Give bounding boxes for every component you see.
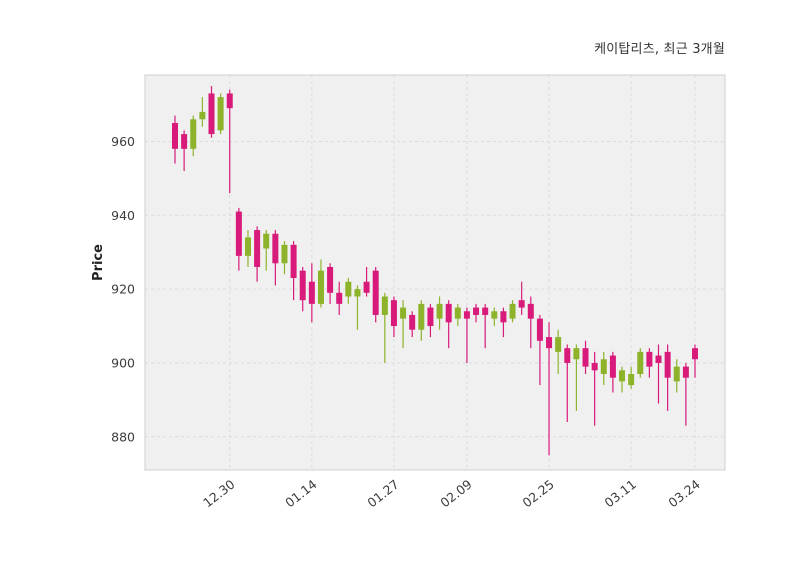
candle-body — [281, 244, 288, 264]
candle-body — [628, 374, 635, 386]
candle-body — [263, 233, 270, 249]
candle-body — [290, 244, 297, 279]
candle-body — [646, 351, 653, 367]
candle-body — [390, 300, 397, 327]
candle-body — [600, 359, 607, 375]
candle-body — [226, 93, 233, 109]
candle-body — [327, 266, 334, 293]
candle-body — [427, 307, 434, 327]
candle-body — [317, 270, 324, 304]
x-tick-label: 02.25 — [519, 477, 556, 511]
x-tick-label: 03.11 — [602, 477, 639, 511]
y-tick-label: 940 — [111, 208, 135, 223]
candle-body — [619, 370, 626, 382]
candle-body — [546, 337, 553, 349]
candle-body — [436, 303, 443, 319]
y-axis-label: Price — [90, 244, 106, 281]
candle-body — [409, 314, 416, 330]
candle-body — [573, 348, 580, 360]
candle-body — [372, 270, 379, 315]
candle-body — [418, 303, 425, 330]
candle-body — [536, 318, 543, 341]
candle-body — [190, 119, 197, 149]
candle-body — [509, 303, 516, 319]
y-tick-label: 920 — [111, 282, 135, 297]
candle-body — [491, 311, 498, 319]
candle-body — [244, 237, 251, 256]
candle-body — [637, 351, 644, 375]
candle-body — [591, 362, 598, 371]
candle-body — [345, 281, 352, 297]
candle-body — [582, 348, 589, 367]
candle-body — [482, 307, 489, 315]
candle-body — [208, 93, 215, 135]
y-tick-label: 960 — [111, 134, 135, 149]
candle-body — [217, 97, 224, 131]
x-tick-label: 02.09 — [437, 477, 474, 511]
candle-body — [354, 289, 361, 297]
candle-body — [518, 300, 525, 308]
candle-body — [692, 348, 698, 360]
candle-body — [673, 366, 680, 382]
candle-body — [500, 311, 507, 323]
x-tick-label: 01.27 — [364, 477, 401, 511]
candle-body — [664, 351, 671, 378]
candle-body — [363, 281, 370, 293]
candle-body — [199, 111, 206, 120]
candle-body — [172, 122, 178, 149]
y-tick-label: 880 — [111, 429, 135, 444]
candle-body — [609, 355, 616, 378]
chart-title: 케이탑리츠, 최근 3개월 — [594, 42, 725, 57]
x-tick-label: 03.24 — [665, 477, 702, 511]
candle-body — [235, 211, 242, 256]
candle-body — [308, 281, 315, 304]
candle-body — [336, 292, 343, 304]
plot-border — [144, 74, 726, 471]
candle-body — [655, 355, 662, 363]
x-tick-label: 12.30 — [200, 477, 237, 511]
candle-body — [564, 348, 571, 363]
candle-body — [463, 311, 470, 319]
candle-body — [682, 366, 689, 378]
candle-body — [454, 307, 461, 319]
x-tick-label: 01.14 — [282, 477, 319, 511]
candle-body — [254, 230, 261, 267]
candle-body — [299, 270, 306, 301]
candle-body — [400, 307, 407, 319]
candle-body — [445, 303, 452, 323]
candle-body — [527, 303, 534, 319]
y-tick-label: 900 — [111, 355, 135, 370]
candle-body — [272, 233, 279, 264]
candle-body — [555, 337, 562, 352]
plot-background — [145, 75, 725, 470]
candle-body — [181, 134, 188, 149]
candle-body — [473, 307, 480, 315]
candle-body — [381, 296, 388, 315]
